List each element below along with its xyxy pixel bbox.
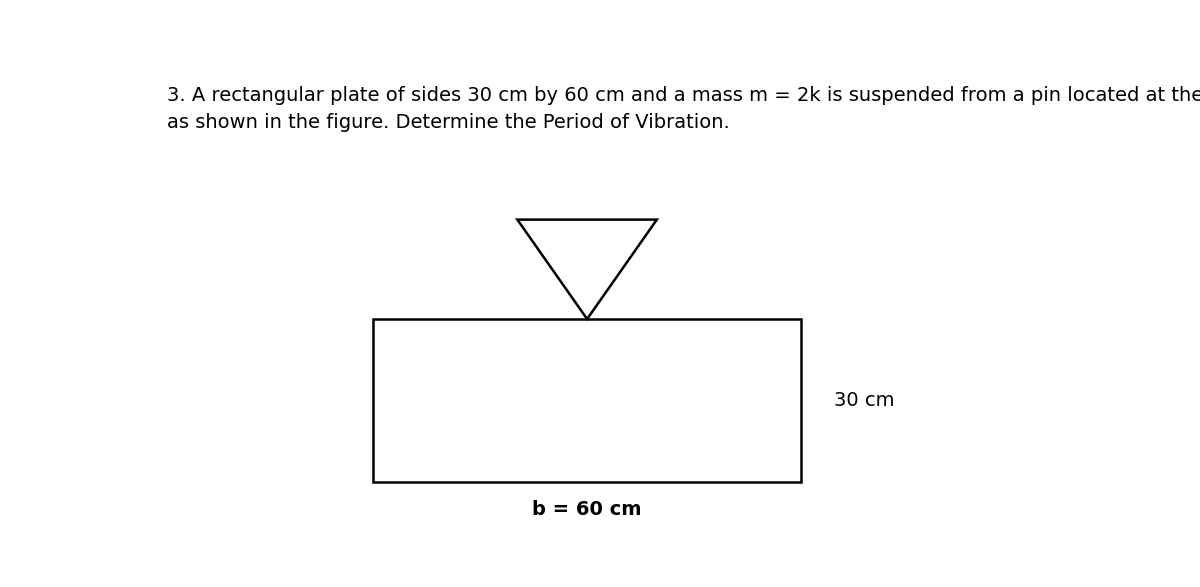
Text: 3. A rectangular plate of sides 30 cm by 60 cm and a mass m = 2k is suspended fr: 3. A rectangular plate of sides 30 cm by… xyxy=(167,86,1200,131)
Polygon shape xyxy=(517,220,656,319)
Bar xyxy=(373,319,802,482)
Text: 30 cm: 30 cm xyxy=(834,391,894,410)
Text: b = 60 cm: b = 60 cm xyxy=(533,500,642,519)
